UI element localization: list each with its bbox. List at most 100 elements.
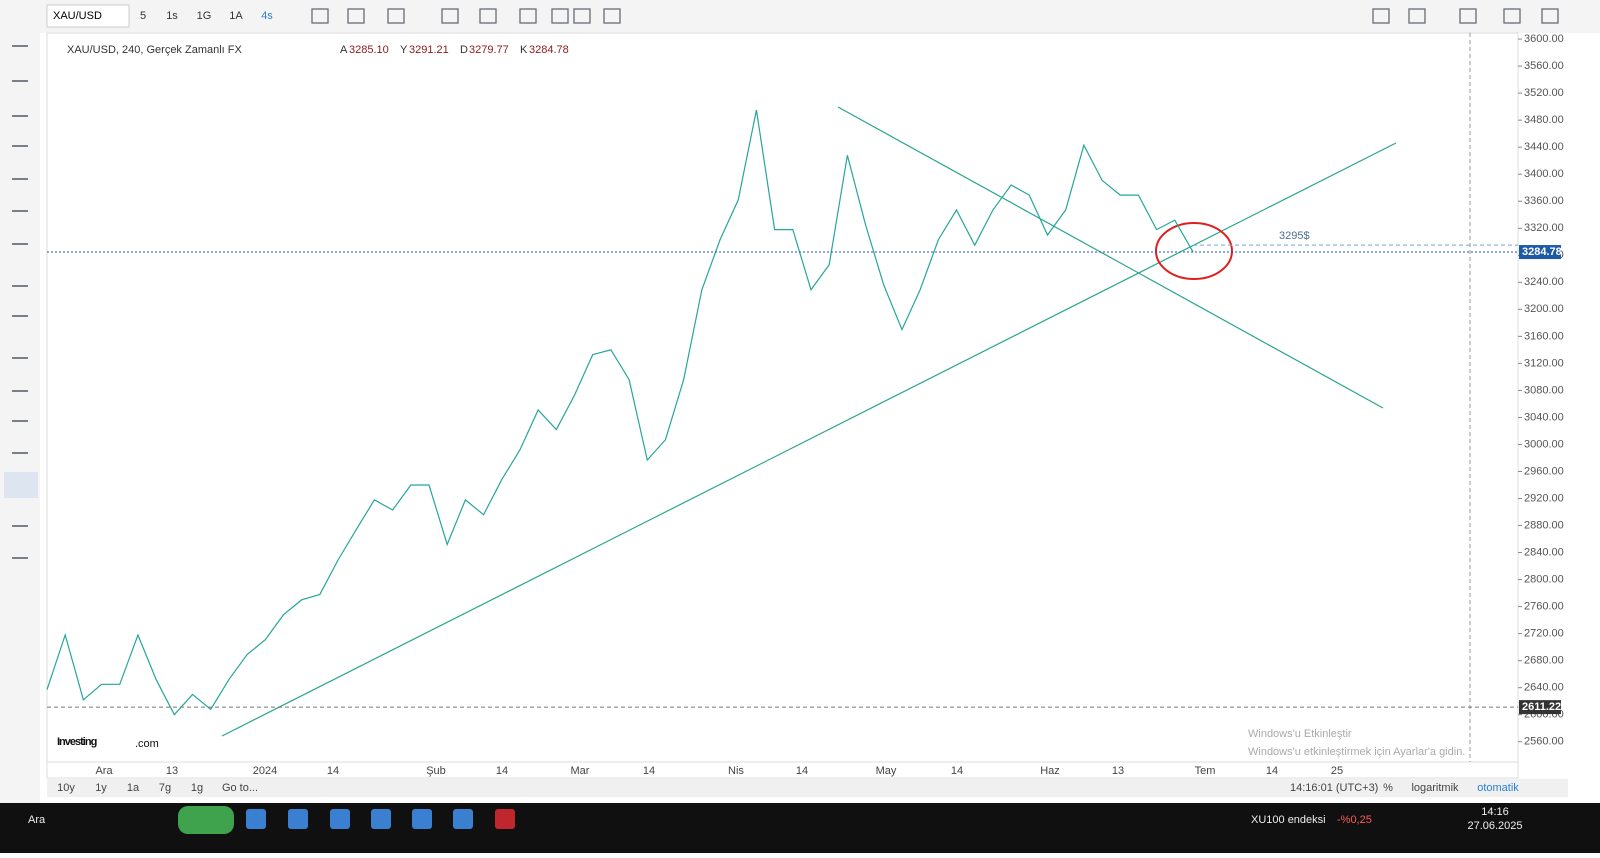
y-tick-label: 3240.00 [1524, 276, 1564, 288]
interval[interactable]: 4s [261, 10, 273, 22]
highlight-circle [1155, 222, 1233, 280]
interval[interactable]: 1G [197, 10, 212, 22]
y-tick-label: 3480.00 [1524, 114, 1564, 126]
icon[interactable] [12, 285, 28, 287]
range-button[interactable]: 1a [127, 782, 140, 794]
legend-title: XAU/USD, 240, Gerçek Zamanlı FX [67, 44, 242, 56]
icon [12, 115, 28, 117]
app-icon[interactable] [246, 809, 266, 829]
brand: Investing [57, 736, 97, 748]
icon[interactable] [12, 525, 28, 527]
y-tick-label: 3400.00 [1524, 168, 1564, 180]
tool-icon[interactable] [1503, 8, 1521, 24]
ohlc-key: K [520, 44, 528, 56]
price-tag [1519, 700, 1561, 715]
y-tick-label: 3320.00 [1524, 222, 1564, 234]
range-button[interactable]: 10y [57, 782, 75, 794]
x-tick-label: Ara [95, 765, 113, 777]
icon[interactable] [12, 452, 28, 454]
range-button[interactable]: 1y [95, 782, 107, 794]
y-tick-label: 2920.00 [1524, 492, 1564, 504]
scale-option[interactable]: otomatik [1477, 782, 1519, 794]
interval[interactable]: 1s [166, 10, 178, 22]
ohlc-key: Y [400, 44, 408, 56]
icon[interactable] [4, 472, 38, 498]
x-tick-label: 14 [796, 765, 808, 777]
tool-icon[interactable] [603, 8, 621, 24]
tray-date: 27.06.2025 [1467, 820, 1522, 832]
icon [12, 45, 28, 47]
app-icon[interactable] [453, 809, 473, 829]
y-tick-label: 2640.00 [1524, 682, 1564, 694]
icon[interactable] [12, 420, 28, 422]
ohlc-value: 3291.21 [409, 44, 449, 56]
activate-text: Windows'u etkinleştirmek için Ayarlar'a … [1248, 746, 1465, 758]
symbol[interactable]: XAU/USD [53, 10, 102, 22]
scale-option[interactable]: % [1383, 782, 1393, 794]
range-button[interactable]: Go to... [222, 782, 258, 794]
tool-icon[interactable] [551, 8, 569, 24]
y-tick-label: 2760.00 [1524, 601, 1564, 613]
ticker-change: -%0,25 [1337, 814, 1372, 826]
app-icon[interactable] [371, 809, 391, 829]
x-tick-label: May [876, 765, 897, 777]
tool-icon[interactable] [479, 8, 497, 24]
x-axis [46, 761, 1519, 779]
y-tick-label: 2840.00 [1524, 546, 1564, 558]
y-tick-label: 2560.00 [1524, 736, 1564, 748]
x-tick-label: Tem [1195, 765, 1216, 777]
x-tick-label: Haz [1040, 765, 1060, 777]
tool-icon[interactable] [1408, 8, 1426, 24]
x-tick-label: 14 [951, 765, 963, 777]
tool-icon[interactable] [573, 8, 591, 24]
icon[interactable] [12, 557, 28, 559]
support-trendline [221, 142, 1397, 737]
scale-option[interactable]: logaritmik [1411, 782, 1459, 794]
clock: 14:16:01 (UTC+3) [1290, 782, 1378, 794]
app-icon[interactable] [288, 809, 308, 829]
x-tick-label: Mar [571, 765, 590, 777]
x-tick-label: 14 [327, 765, 339, 777]
ohlc-value: 3279.77 [469, 44, 509, 56]
tool-icon[interactable] [311, 8, 329, 24]
taskbar [0, 803, 1600, 853]
app-icon[interactable] [330, 809, 350, 829]
tool-icon[interactable] [387, 8, 405, 24]
y-tick-label: 3080.00 [1524, 384, 1564, 396]
annotation: 3295$ [1279, 230, 1310, 242]
range-button[interactable]: 7g [159, 782, 171, 794]
y-tick-label: 3440.00 [1524, 141, 1564, 153]
price-tag-label: 3284.78 [1522, 246, 1562, 258]
icon[interactable] [12, 243, 28, 245]
icon[interactable] [12, 390, 28, 392]
tool-icon[interactable] [347, 8, 365, 24]
x-tick-label: Şub [426, 765, 446, 777]
y-tick-label: 3560.00 [1524, 60, 1564, 72]
y-tick-label: 2680.00 [1524, 655, 1564, 667]
left-icons [4, 45, 38, 559]
icon [12, 210, 28, 212]
tool-icon[interactable] [1459, 8, 1477, 24]
range-button[interactable]: 1g [191, 782, 203, 794]
tool-icon[interactable] [519, 8, 537, 24]
price-tag-label: 2611.22 [1522, 701, 1561, 713]
y-tick-label: 2960.00 [1524, 465, 1564, 477]
interval[interactable]: 1A [229, 10, 243, 22]
tray-time: 14:16 [1481, 806, 1509, 818]
tool-icon[interactable] [1372, 8, 1390, 24]
bottom-bar [47, 779, 1568, 797]
ohlc-key: D [460, 44, 468, 56]
app-icon[interactable] [495, 809, 515, 829]
icon[interactable] [12, 357, 28, 359]
tool-icon[interactable] [441, 8, 459, 24]
symbol-box[interactable] [46, 4, 130, 28]
app-icon[interactable] [412, 809, 432, 829]
interval[interactable]: 5 [140, 10, 146, 22]
icon[interactable] [12, 315, 28, 317]
search[interactable]: Ara [28, 814, 46, 826]
tool-icon[interactable] [1541, 8, 1559, 24]
y-tick-label: 3120.00 [1524, 357, 1564, 369]
y-tick-label: 3000.00 [1524, 438, 1564, 450]
resistance-trendline [837, 106, 1384, 409]
